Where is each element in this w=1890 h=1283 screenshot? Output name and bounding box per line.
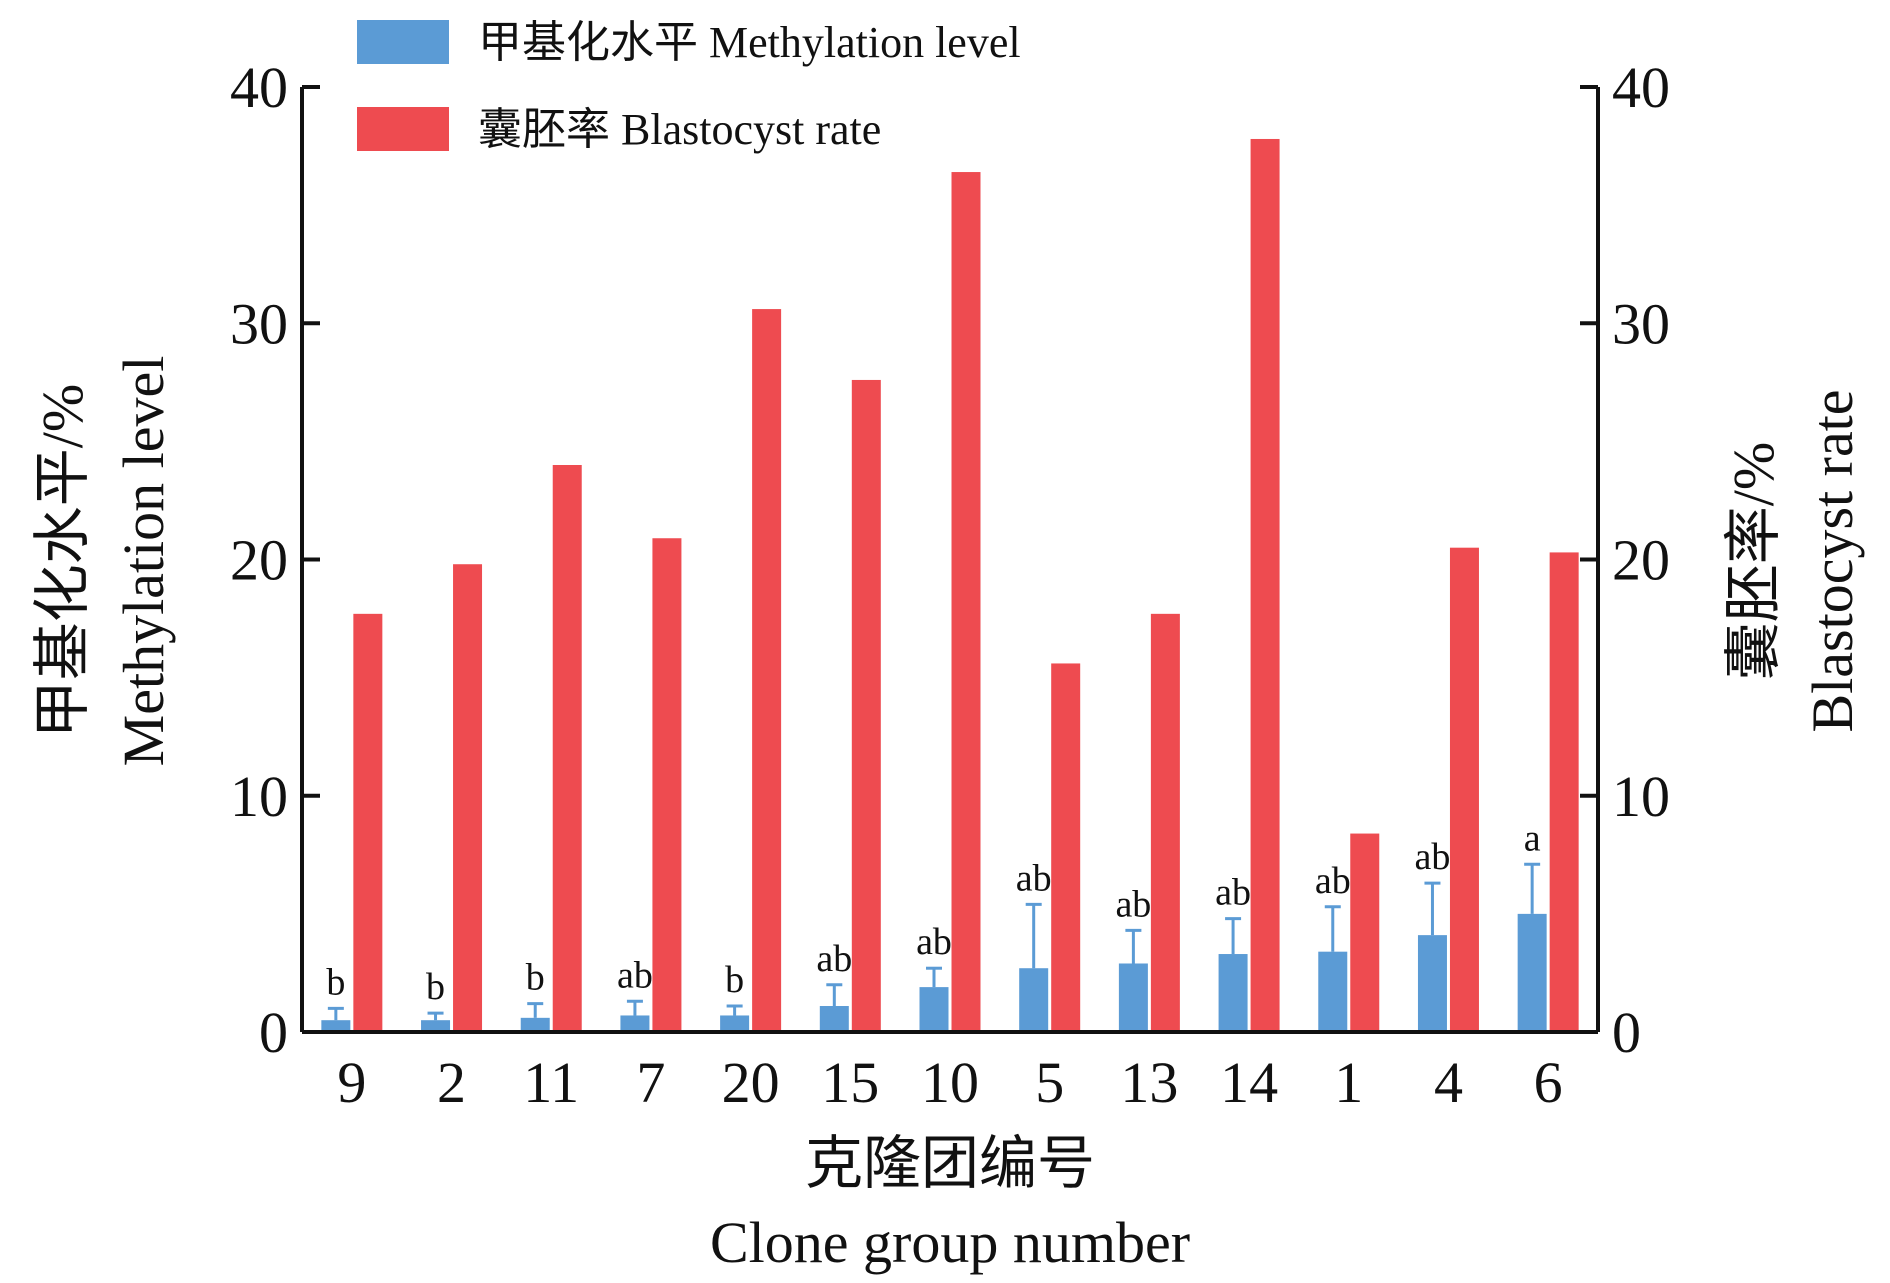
left-axis-title-en: Methylation level <box>111 356 176 767</box>
methylation-bar <box>1218 954 1248 1032</box>
axes <box>300 87 1600 1034</box>
methylation-bar <box>520 1017 550 1032</box>
blastocyst-bar <box>752 309 782 1032</box>
significance-label: a <box>1524 817 1541 859</box>
methylation-bar <box>919 987 949 1032</box>
blastocyst-bar <box>453 564 483 1032</box>
methylation-bar <box>1318 951 1348 1032</box>
ticks-layer: 0 0 10 10 20 20 30 30 40 40 <box>230 55 1670 1065</box>
methylation-bar <box>1517 913 1547 1032</box>
x-tick-label: 11 <box>523 1050 579 1115</box>
blastocyst-bar <box>1350 833 1380 1032</box>
left-y-tick-label: 20 <box>230 528 288 593</box>
blastocyst-bar <box>1051 663 1081 1032</box>
methylation-bar <box>321 1020 351 1032</box>
x-tick-label: 9 <box>337 1050 366 1115</box>
significance-label: ab <box>1115 883 1151 925</box>
methylation-bar <box>720 1015 750 1032</box>
blastocyst-bar <box>652 538 682 1032</box>
significance-label: ab <box>816 938 852 980</box>
blastocyst-bar <box>552 465 582 1032</box>
x-tick-label: 13 <box>1120 1050 1178 1115</box>
significance-label: ab <box>916 921 952 963</box>
x-tick-label: 2 <box>437 1050 466 1115</box>
left-axis-title-cn: 甲基化水平/% <box>30 384 95 738</box>
methylation-bar <box>1019 968 1049 1032</box>
legend-label-methylation: 甲基化水平 Methylation level <box>478 18 1021 67</box>
x-tick-label: 1 <box>1334 1050 1363 1115</box>
x-tick-label: 6 <box>1534 1050 1563 1115</box>
significance-label: ab <box>1315 860 1351 902</box>
significance-label: b <box>326 961 345 1003</box>
significance-label: ab <box>1415 836 1451 878</box>
x-axis-title: 克隆团编号 Clone group number <box>710 1131 1190 1275</box>
blastocyst-bar <box>1549 552 1579 1032</box>
x-axis-title-en: Clone group number <box>710 1210 1190 1275</box>
x-tick-label: 14 <box>1220 1050 1278 1115</box>
right-y-tick-label: 20 <box>1612 528 1670 593</box>
right-axis-title: 囊胚率/% Blastocyst rate <box>1721 389 1865 732</box>
x-tick-label: 10 <box>921 1050 979 1115</box>
significance-label: ab <box>1215 872 1251 914</box>
blastocyst-bar <box>353 613 383 1032</box>
methylation-bar <box>1417 935 1447 1032</box>
left-axis-title: 甲基化水平/% Methylation level <box>30 356 176 767</box>
bars-layer: b 9 b 2 b 11 ab 7 b 20 ab 15 ab 10 ab 5 ab 13 ab 14 ab 1 ab 4 a 6 <box>321 138 1579 1115</box>
legend-label-blastocyst: 囊胚率 Blastocyst rate <box>478 105 881 154</box>
legend-swatch-blastocyst <box>357 107 449 151</box>
x-axis-title-cn: 克隆团编号 <box>805 1131 1095 1196</box>
left-y-tick-label: 40 <box>230 55 288 120</box>
blastocyst-bar <box>1449 547 1479 1032</box>
right-y-tick-label: 40 <box>1612 55 1670 120</box>
right-y-tick-label: 0 <box>1612 1000 1641 1065</box>
x-tick-label: 4 <box>1434 1050 1463 1115</box>
blastocyst-bar <box>1250 138 1280 1033</box>
methylation-bar <box>1118 963 1148 1032</box>
blastocyst-bar <box>1150 613 1180 1032</box>
legend-swatch-methylation <box>357 20 449 64</box>
blastocyst-bar <box>951 172 981 1033</box>
significance-label: b <box>526 957 545 999</box>
right-y-tick-label: 30 <box>1612 291 1670 356</box>
left-y-tick-label: 30 <box>230 291 288 356</box>
left-y-tick-label: 10 <box>230 764 288 829</box>
methylation-bar <box>620 1015 650 1032</box>
right-y-tick-label: 10 <box>1612 764 1670 829</box>
legend: 甲基化水平 Methylation level 囊胚率 Blastocyst r… <box>357 18 1021 154</box>
right-axis-title-en: Blastocyst rate <box>1800 389 1865 732</box>
methylation-bar <box>421 1020 451 1032</box>
blastocyst-bar <box>851 379 881 1032</box>
significance-label: ab <box>617 954 653 996</box>
x-tick-label: 15 <box>821 1050 879 1115</box>
right-axis-title-cn: 囊胚率/% <box>1721 442 1786 680</box>
left-y-tick-label: 0 <box>259 1000 288 1065</box>
significance-label: b <box>725 959 744 1001</box>
x-tick-label: 20 <box>722 1050 780 1115</box>
x-tick-label: 7 <box>636 1050 665 1115</box>
significance-label: b <box>426 966 445 1008</box>
significance-label: ab <box>1016 857 1052 899</box>
methylation-bar <box>819 1006 849 1032</box>
x-tick-label: 5 <box>1035 1050 1064 1115</box>
